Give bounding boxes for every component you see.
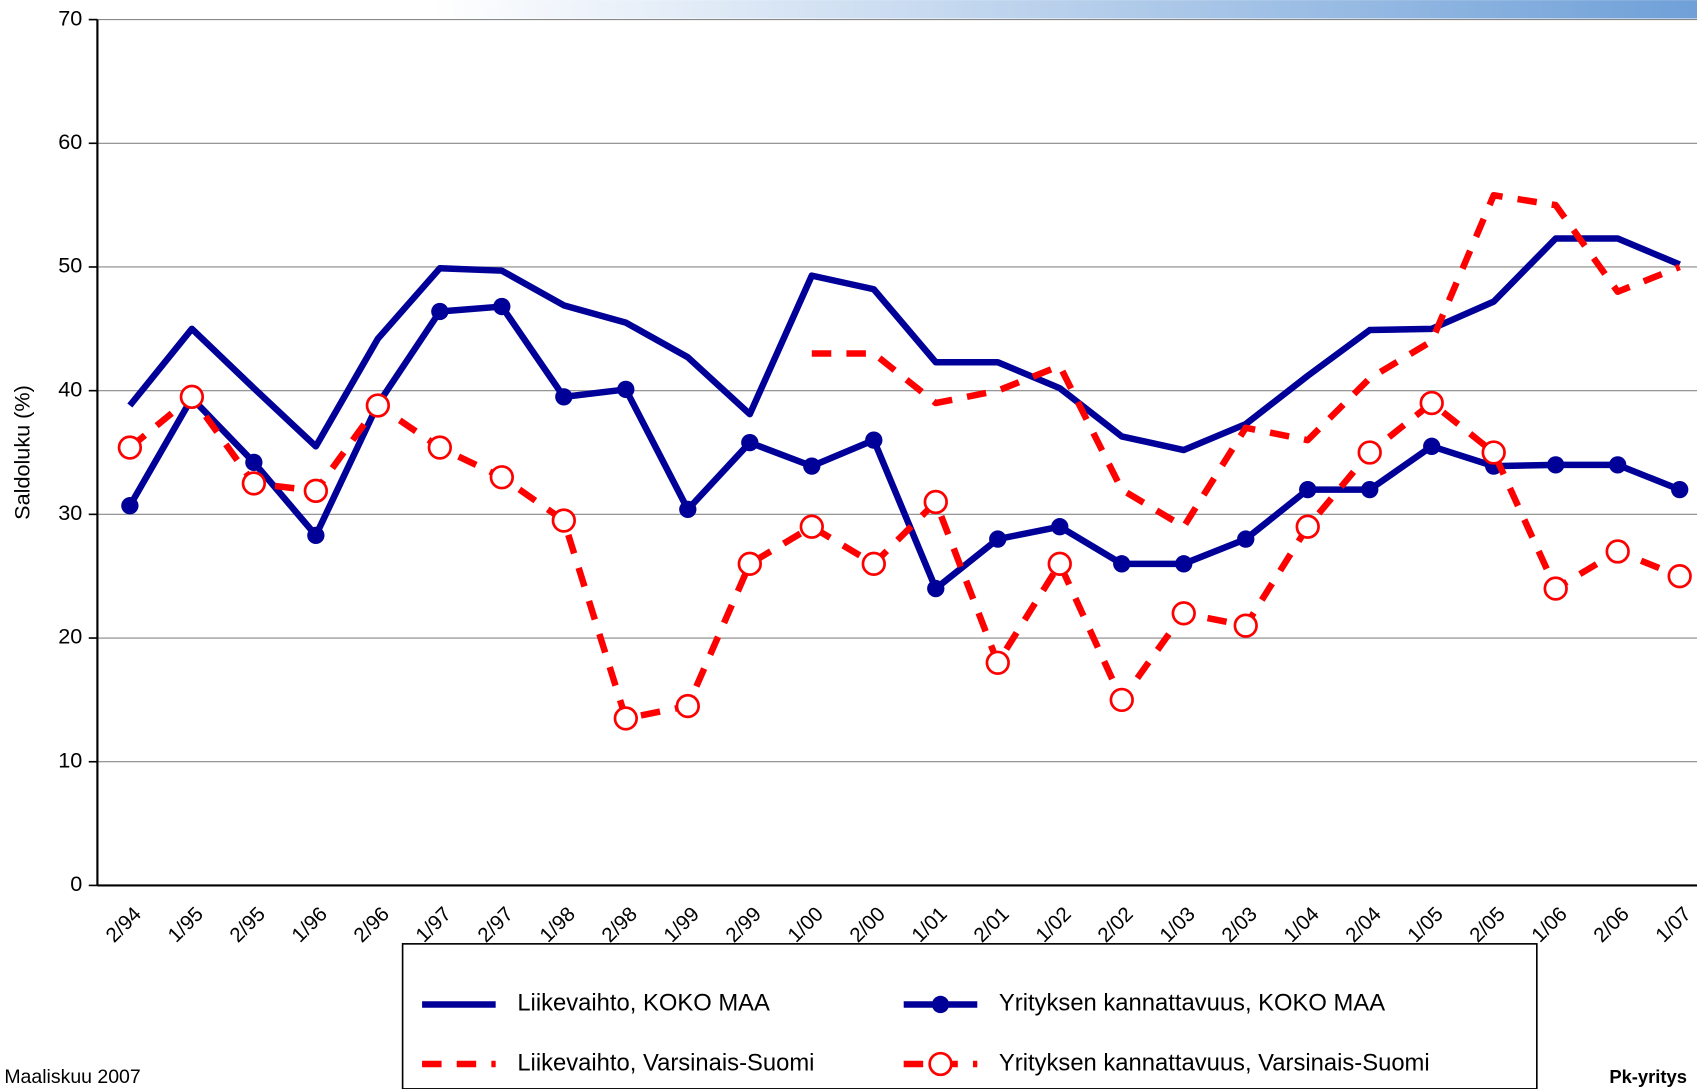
marker bbox=[245, 453, 263, 472]
x-tick-label: 2/99 bbox=[721, 903, 766, 948]
x-tick-label: 1/95 bbox=[163, 903, 208, 948]
x-tick-label: 1/98 bbox=[535, 903, 580, 948]
marker bbox=[861, 551, 886, 577]
series-line bbox=[127, 393, 1681, 722]
x-tick-label: 2/97 bbox=[473, 903, 518, 948]
x-tick-label: 2/02 bbox=[1093, 903, 1138, 948]
marker bbox=[799, 514, 824, 539]
marker bbox=[737, 551, 762, 577]
marker bbox=[555, 388, 573, 406]
marker bbox=[985, 650, 1010, 675]
y-tick-label: 70 bbox=[58, 5, 82, 30]
marker bbox=[1175, 555, 1193, 573]
marker bbox=[241, 471, 267, 496]
marker bbox=[1051, 518, 1069, 536]
marker bbox=[741, 433, 759, 452]
x-tick-label: 2/95 bbox=[225, 903, 270, 948]
x-tick-label: 1/04 bbox=[1279, 903, 1324, 948]
x-tick-label: 2/05 bbox=[1465, 903, 1510, 948]
marker bbox=[1295, 514, 1320, 539]
marker bbox=[1299, 480, 1317, 499]
marker bbox=[1361, 480, 1379, 499]
marker bbox=[617, 380, 635, 399]
marker bbox=[1357, 440, 1382, 465]
x-tick-label: 2/98 bbox=[597, 903, 642, 948]
y-tick-label: 10 bbox=[58, 747, 82, 772]
marker bbox=[1113, 555, 1131, 573]
marker bbox=[1667, 564, 1692, 589]
marker bbox=[431, 302, 449, 321]
marker bbox=[1671, 480, 1689, 499]
x-tick-label: 2/96 bbox=[349, 903, 394, 948]
legend-label: Liikevaihto, Varsinais-Suomi bbox=[517, 1049, 814, 1076]
series-line bbox=[127, 303, 1681, 592]
x-tick-label: 2/94 bbox=[101, 903, 146, 948]
footer-right: Pk-yritys bbox=[1609, 1066, 1687, 1087]
x-tick-label: 2/00 bbox=[845, 903, 890, 948]
x-tick-label: 1/05 bbox=[1403, 903, 1448, 948]
marker bbox=[121, 497, 139, 515]
legend-marker bbox=[931, 995, 950, 1014]
marker bbox=[927, 579, 945, 598]
marker bbox=[1047, 551, 1072, 577]
x-tick-label: 1/96 bbox=[287, 903, 332, 948]
footer-left: Maaliskuu 2007 bbox=[4, 1066, 140, 1088]
marker bbox=[303, 478, 329, 504]
marker bbox=[1543, 576, 1568, 601]
marker bbox=[675, 693, 700, 719]
y-axis-label: Saldoluku (%) bbox=[10, 385, 35, 520]
legend-label: Liikevaihto, KOKO MAA bbox=[517, 990, 770, 1017]
y-tick-label: 20 bbox=[58, 624, 82, 649]
marker bbox=[365, 393, 391, 418]
marker bbox=[1233, 613, 1258, 638]
x-tick-label: 2/04 bbox=[1341, 903, 1386, 948]
legend-label: Yrityksen kannattavuus, Varsinais-Suomi bbox=[999, 1049, 1430, 1076]
y-tick-label: 0 bbox=[70, 871, 82, 896]
marker bbox=[1481, 440, 1506, 465]
marker bbox=[989, 530, 1007, 548]
marker bbox=[1171, 601, 1196, 626]
y-tick-label: 50 bbox=[58, 253, 82, 278]
x-tick-label: 1/01 bbox=[907, 903, 952, 948]
y-tick-label: 40 bbox=[58, 376, 82, 401]
header-band bbox=[432, 0, 1697, 19]
marker bbox=[923, 489, 948, 515]
marker bbox=[551, 508, 576, 533]
marker bbox=[679, 500, 697, 519]
legend-marker bbox=[928, 1051, 953, 1077]
series-line bbox=[811, 191, 1681, 530]
x-tick-label: 1/03 bbox=[1155, 903, 1200, 948]
marker bbox=[493, 297, 511, 316]
x-tick-label: 2/01 bbox=[969, 903, 1014, 948]
x-tick-label: 2/03 bbox=[1217, 903, 1262, 948]
series-line bbox=[127, 235, 1681, 454]
x-tick-label: 1/99 bbox=[659, 903, 704, 948]
marker bbox=[1605, 539, 1630, 564]
marker bbox=[803, 457, 821, 475]
legend-box bbox=[401, 943, 1538, 1089]
x-tick-label: 1/06 bbox=[1527, 903, 1572, 948]
marker bbox=[613, 706, 638, 731]
marker bbox=[1609, 456, 1627, 474]
legend-label: Yrityksen kannattavuus, KOKO MAA bbox=[999, 990, 1385, 1017]
marker bbox=[1547, 456, 1565, 474]
marker bbox=[117, 435, 143, 460]
marker bbox=[1423, 437, 1441, 455]
x-tick-label: 2/06 bbox=[1589, 903, 1634, 948]
y-tick-label: 60 bbox=[58, 129, 82, 154]
marker bbox=[427, 435, 453, 460]
marker bbox=[1109, 687, 1134, 713]
marker bbox=[1237, 530, 1255, 548]
marker bbox=[489, 465, 515, 490]
x-tick-label: 1/02 bbox=[1031, 903, 1076, 948]
marker bbox=[1419, 390, 1444, 416]
y-tick-label: 30 bbox=[58, 500, 82, 525]
x-tick-label: 1/07 bbox=[1651, 903, 1696, 948]
x-tick-label: 1/00 bbox=[783, 903, 828, 948]
marker bbox=[865, 431, 883, 449]
marker bbox=[179, 384, 205, 410]
marker bbox=[307, 526, 325, 545]
x-tick-label: 1/97 bbox=[411, 903, 456, 948]
